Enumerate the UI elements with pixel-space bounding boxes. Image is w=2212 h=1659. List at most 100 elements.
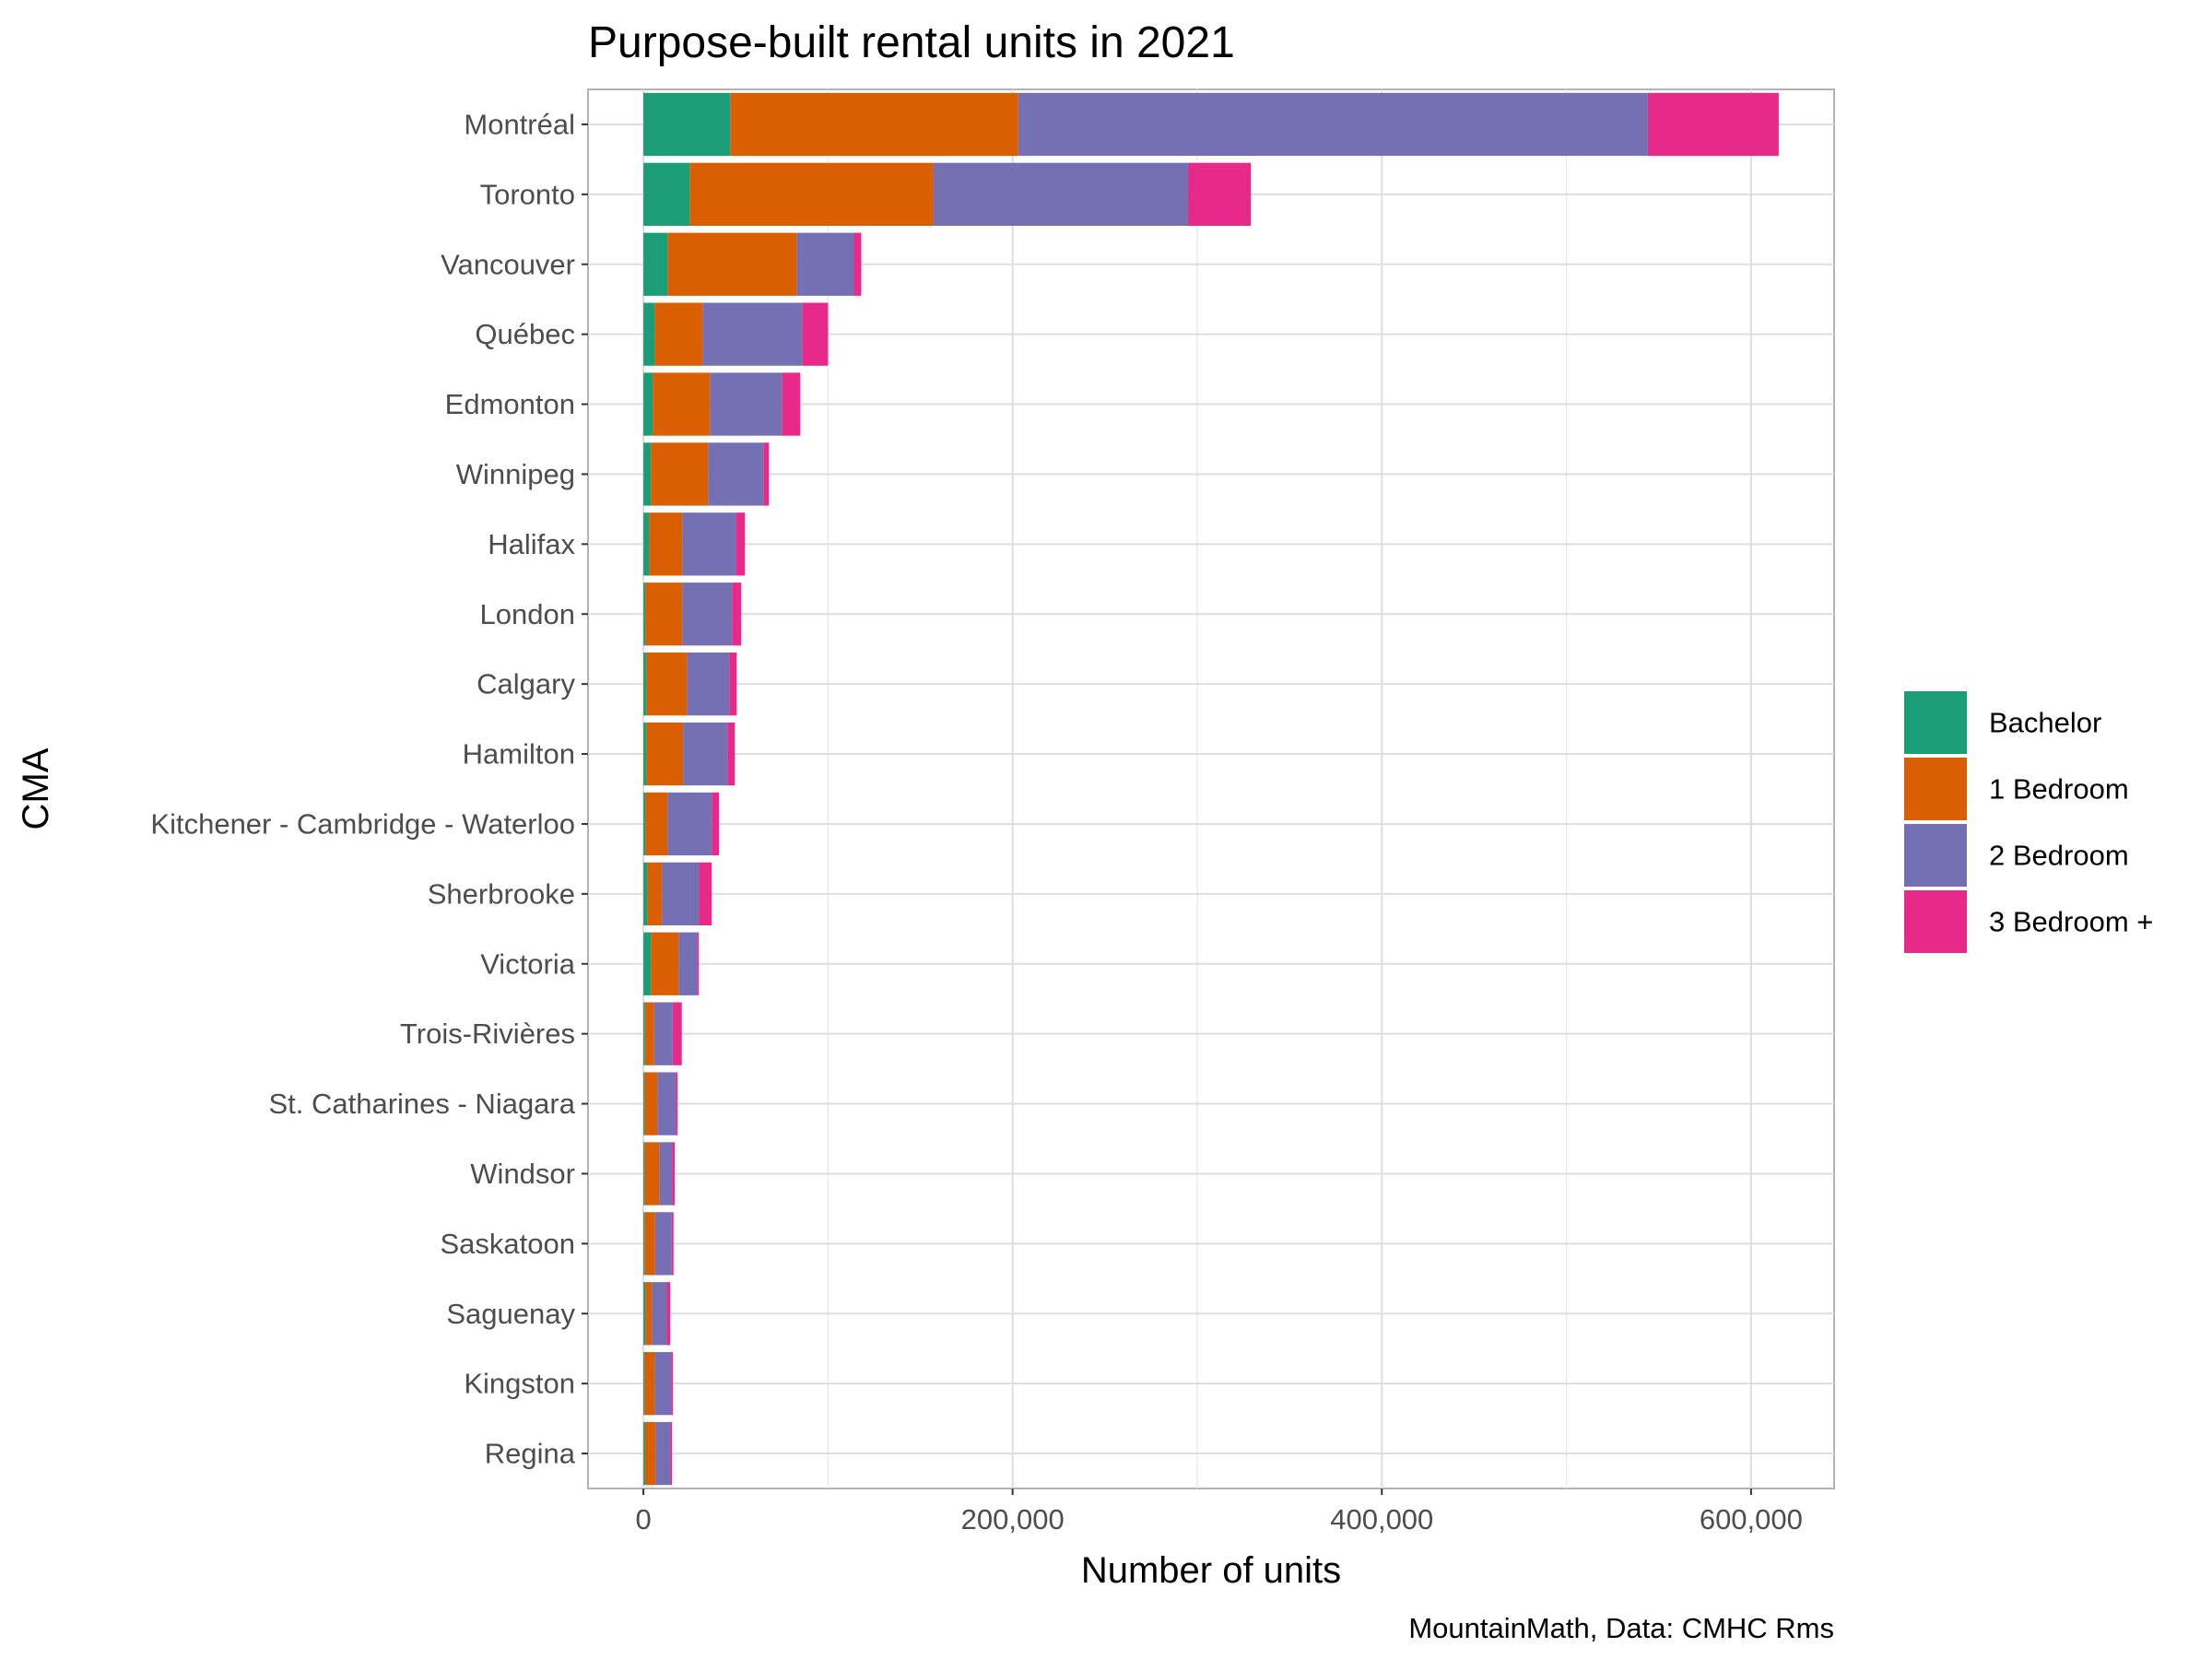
bar-segment xyxy=(644,1072,658,1135)
y-tick-label: Windsor xyxy=(470,1158,575,1190)
y-tick-label: St. Catharines - Niagara xyxy=(268,1088,575,1120)
bar-segment xyxy=(657,1072,677,1135)
legend-label: Bachelor xyxy=(1989,707,2101,739)
legend-key xyxy=(1904,691,1967,754)
chart-title: Purpose-built rental units in 2021 xyxy=(588,18,1235,67)
bar-segment xyxy=(666,1282,671,1346)
bar-segment xyxy=(735,512,746,576)
bar-segment xyxy=(643,162,690,227)
bar-segment xyxy=(643,652,647,716)
bar-segment xyxy=(702,302,803,366)
legend-label: 1 Bedroom xyxy=(1989,773,2129,806)
bar-segment xyxy=(643,1282,646,1346)
bar-segment xyxy=(763,442,770,506)
y-tick-label: Sherbrooke xyxy=(428,877,575,910)
bar-segment xyxy=(670,1421,673,1486)
bar-segment xyxy=(643,862,648,926)
bar-segment xyxy=(682,512,736,576)
bar-segment xyxy=(712,792,720,856)
bar-segment xyxy=(659,1142,673,1206)
bar-segment xyxy=(645,582,683,646)
bar-segment xyxy=(646,722,684,786)
bar-segment xyxy=(643,792,646,856)
bar-segment xyxy=(643,1421,645,1486)
bar-segment xyxy=(644,1142,660,1206)
bar-segment xyxy=(643,92,731,157)
bar-segment xyxy=(710,372,782,436)
bar-segment xyxy=(643,512,650,576)
bar-segment xyxy=(671,1351,674,1416)
bar-segment xyxy=(643,232,668,296)
bar-segment xyxy=(730,92,1018,157)
bar-segment xyxy=(682,582,733,646)
y-tick-label: Kitchener - Cambridge - Waterloo xyxy=(150,807,575,840)
y-tick-label: Victoria xyxy=(480,947,576,980)
bars xyxy=(643,92,1779,1486)
x-axis-ticks: 0 200,000 400,000 600,000 xyxy=(635,1488,1803,1535)
bar-segment xyxy=(727,722,735,786)
y-tick-label: Calgary xyxy=(477,668,575,700)
bar-segment xyxy=(689,162,934,227)
bar-segment xyxy=(645,1282,653,1346)
y-axis-ticks: Montréal Toronto Vancouver Québec Edmonton Wi… xyxy=(150,108,588,1470)
bar-segment xyxy=(643,1212,645,1276)
x-tick-label: 400,000 xyxy=(1330,1503,1433,1535)
bar-segment xyxy=(687,652,730,716)
legend-label: 3 Bedroom + xyxy=(1989,906,2153,938)
legend-key xyxy=(1904,890,1967,953)
y-tick-label: Regina xyxy=(485,1438,576,1470)
bar-segment xyxy=(662,862,700,926)
x-axis-title: Number of units xyxy=(1081,1550,1341,1591)
legend-key xyxy=(1904,758,1967,820)
bar-segment xyxy=(1018,92,1648,157)
bar-segment xyxy=(649,512,683,576)
bar-segment xyxy=(644,1351,655,1416)
bar-segment xyxy=(729,652,737,716)
bar-segment xyxy=(678,932,698,995)
legend-label: 2 Bedroom xyxy=(1989,840,2129,872)
bar-segment xyxy=(651,932,679,995)
x-tick-label: 0 xyxy=(635,1503,651,1535)
bar-segment xyxy=(643,302,655,366)
y-tick-label: Saskatoon xyxy=(441,1228,576,1260)
y-tick-label: Edmonton xyxy=(445,388,575,420)
y-tick-label: Saguenay xyxy=(446,1298,575,1330)
bar-segment xyxy=(672,1142,676,1206)
bar-segment xyxy=(732,582,742,646)
bar-segment xyxy=(683,722,728,786)
bar-segment xyxy=(853,232,862,296)
y-tick-label: Hamilton xyxy=(463,738,575,771)
bar-segment xyxy=(697,932,700,995)
bar-segment xyxy=(647,862,663,926)
bar-segment xyxy=(654,1351,672,1416)
x-tick-label: 600,000 xyxy=(1700,1503,1803,1535)
bar-segment xyxy=(654,1212,672,1276)
bar-segment xyxy=(646,652,688,716)
bar-segment xyxy=(651,442,709,506)
bar-segment xyxy=(643,1142,645,1206)
bar-segment xyxy=(802,302,829,366)
bar-segment xyxy=(643,1351,645,1416)
bar-segment xyxy=(645,792,668,856)
bar-segment xyxy=(643,1072,645,1135)
bar-segment xyxy=(782,372,801,436)
x-tick-label: 200,000 xyxy=(961,1503,1065,1535)
chart-caption: MountainMath, Data: CMHC Rms xyxy=(1408,1612,1834,1644)
bar-segment xyxy=(654,302,703,366)
bar-segment xyxy=(652,1282,667,1346)
bar-segment xyxy=(643,932,652,995)
bar-segment xyxy=(655,1421,671,1486)
y-tick-label: Halifax xyxy=(488,528,575,560)
y-tick-label: Toronto xyxy=(480,178,575,210)
y-tick-label: Trois-Rivières xyxy=(400,1018,575,1050)
bar-segment xyxy=(643,722,647,786)
y-tick-label: Kingston xyxy=(464,1368,575,1400)
legend-key xyxy=(1904,824,1967,887)
bar-segment xyxy=(667,232,797,296)
bar-segment xyxy=(671,1212,674,1276)
bar-segment xyxy=(667,792,712,856)
bar-segment xyxy=(1187,162,1252,227)
bar-segment xyxy=(933,162,1188,227)
y-axis-title: CMA xyxy=(16,747,56,830)
bar-segment xyxy=(708,442,764,506)
